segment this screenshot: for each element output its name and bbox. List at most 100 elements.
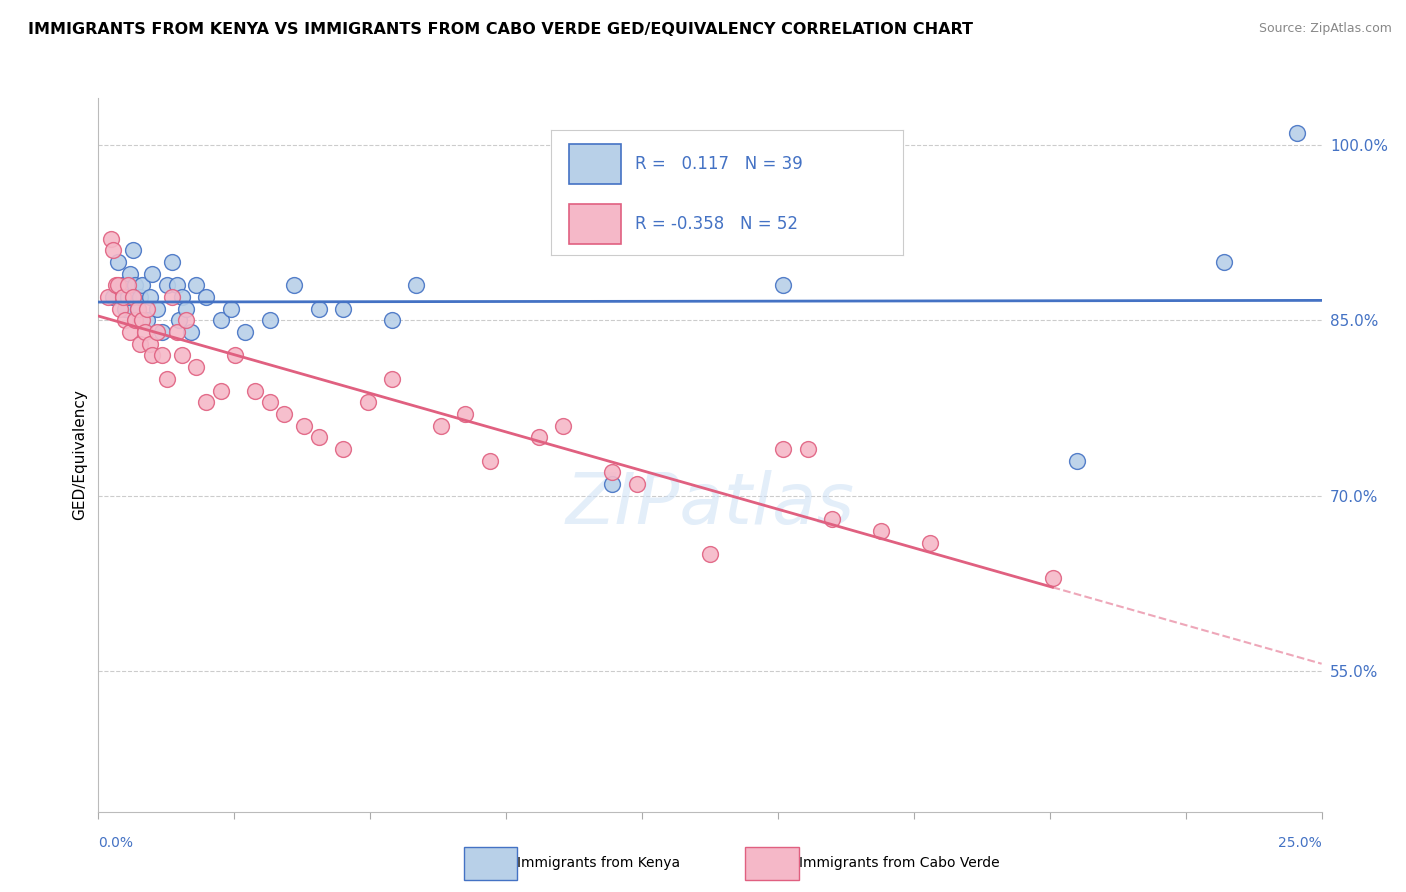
Point (129, 290, 152, 304)
Point (121, 243, 143, 257)
Point (1042, 571, 1064, 585)
Point (430, 418, 453, 433)
Point (114, 301, 136, 316)
Y-axis label: GED/Equivalency: GED/Equivalency (72, 390, 87, 520)
Point (381, 313, 404, 327)
Point (283, 278, 305, 293)
Point (308, 430, 330, 444)
Point (120, 267, 142, 281)
Text: Immigrants from Cabo Verde: Immigrants from Cabo Verde (799, 856, 1000, 871)
Point (131, 278, 153, 293)
Point (209, 384, 232, 398)
Point (259, 395, 281, 409)
Point (136, 301, 159, 316)
Text: R =   0.117   N = 39: R = 0.117 N = 39 (636, 155, 803, 173)
Point (117, 278, 139, 293)
Text: Immigrants from Kenya: Immigrants from Kenya (517, 856, 681, 871)
Point (1212, 255, 1234, 269)
Point (141, 267, 163, 281)
Point (101, 243, 124, 257)
Point (186, 360, 208, 375)
Point (821, 512, 844, 526)
Point (332, 301, 354, 316)
Point (131, 313, 153, 327)
Point (166, 325, 188, 339)
Point (454, 407, 477, 421)
Point (195, 290, 218, 304)
Point (150, 349, 173, 363)
Point (308, 301, 330, 316)
Point (111, 278, 134, 293)
Point (104, 278, 127, 293)
Point (870, 524, 893, 538)
Text: 25.0%: 25.0% (1278, 836, 1322, 850)
Point (600, 477, 623, 491)
Point (134, 325, 156, 339)
Point (478, 454, 501, 468)
Point (699, 547, 721, 561)
Point (219, 301, 242, 316)
Point (1286, 126, 1309, 140)
FancyBboxPatch shape (568, 144, 621, 184)
Point (170, 290, 193, 304)
Point (156, 278, 179, 293)
Point (139, 336, 162, 351)
Point (1066, 454, 1088, 468)
Point (626, 477, 648, 491)
Text: IMMIGRANTS FROM KENYA VS IMMIGRANTS FROM CABO VERDE GED/EQUIVALENCY CORRELATION : IMMIGRANTS FROM KENYA VS IMMIGRANTS FROM… (28, 22, 973, 37)
Point (405, 278, 427, 293)
Point (117, 290, 139, 304)
Point (139, 290, 162, 304)
Text: ZIPatlas: ZIPatlas (565, 470, 855, 540)
Point (381, 372, 404, 386)
Point (224, 349, 246, 363)
Point (166, 278, 188, 293)
Point (100, 231, 122, 245)
Point (120, 325, 142, 339)
Point (180, 325, 202, 339)
Point (273, 407, 295, 421)
Point (259, 313, 281, 327)
Point (107, 255, 129, 269)
Point (160, 290, 183, 304)
Point (797, 442, 820, 456)
Point (146, 325, 169, 339)
Point (920, 535, 942, 549)
Point (129, 336, 152, 351)
FancyBboxPatch shape (568, 204, 621, 244)
Point (124, 278, 146, 293)
Point (101, 290, 124, 304)
Text: Source: ZipAtlas.com: Source: ZipAtlas.com (1258, 22, 1392, 36)
Point (553, 418, 575, 433)
Point (772, 442, 794, 456)
Point (527, 430, 550, 444)
Point (121, 290, 143, 304)
Point (136, 313, 159, 327)
Point (124, 313, 146, 327)
Point (160, 255, 183, 269)
Point (150, 325, 173, 339)
Point (167, 313, 190, 327)
Point (243, 384, 266, 398)
Point (146, 301, 169, 316)
Point (127, 301, 149, 316)
Point (107, 278, 129, 293)
Point (114, 313, 136, 327)
Point (186, 278, 208, 293)
Point (176, 313, 198, 327)
Point (127, 301, 149, 316)
Point (176, 301, 198, 316)
Text: R = -0.358   N = 52: R = -0.358 N = 52 (636, 215, 799, 233)
Point (233, 325, 256, 339)
Point (97, 290, 120, 304)
Point (772, 278, 794, 293)
Point (292, 418, 315, 433)
Point (209, 313, 232, 327)
Text: 0.0%: 0.0% (98, 836, 134, 850)
Point (170, 349, 193, 363)
Point (110, 301, 132, 316)
Point (141, 349, 163, 363)
Point (356, 395, 378, 409)
Point (156, 372, 179, 386)
Point (111, 290, 134, 304)
